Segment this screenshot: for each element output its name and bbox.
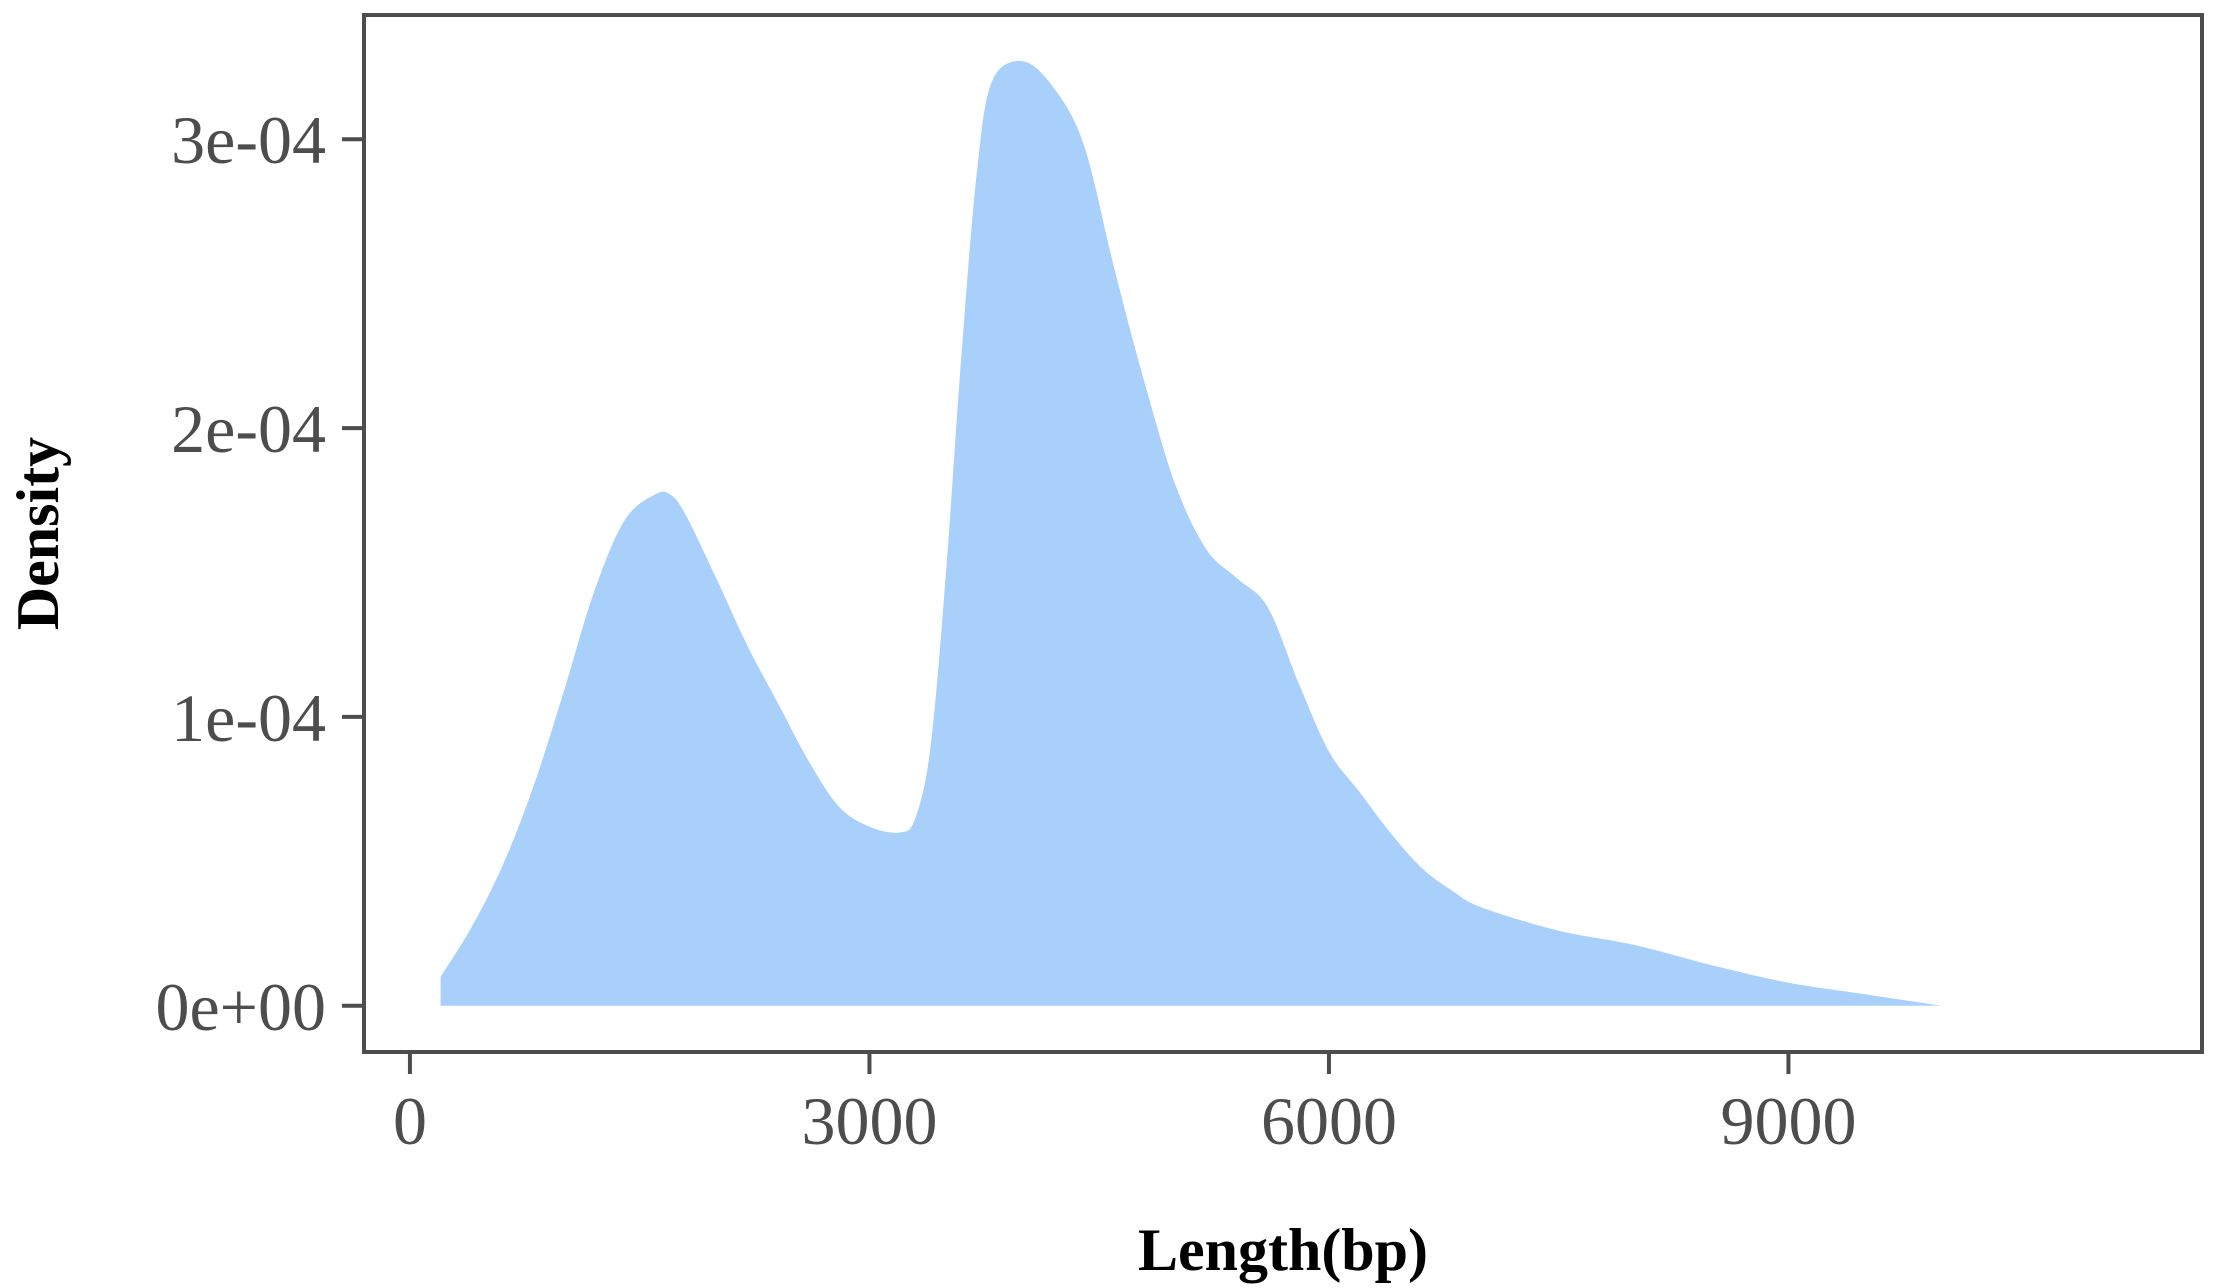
y-axis-title: Density [5,437,71,630]
x-tick-label: 0 [393,1083,427,1159]
density-area [440,61,1942,1006]
y-axis: 0e+00 1e-04 2e-04 3e-04 [155,102,364,1045]
density-area-layer [440,61,1942,1006]
y-tick-label: 3e-04 [171,102,326,178]
plot-panel-border [362,13,2204,1054]
x-tick-label: 9000 [1720,1083,1856,1159]
y-tick-label: 2e-04 [171,391,326,467]
x-tick-label: 3000 [801,1083,937,1159]
x-axis: 0 3000 6000 9000 [393,1052,1856,1159]
y-tick-label: 0e+00 [155,969,326,1045]
x-tick-label: 6000 [1261,1083,1397,1159]
x-axis-title: Length(bp) [1138,1217,1428,1283]
y-tick-label: 1e-04 [171,680,326,756]
